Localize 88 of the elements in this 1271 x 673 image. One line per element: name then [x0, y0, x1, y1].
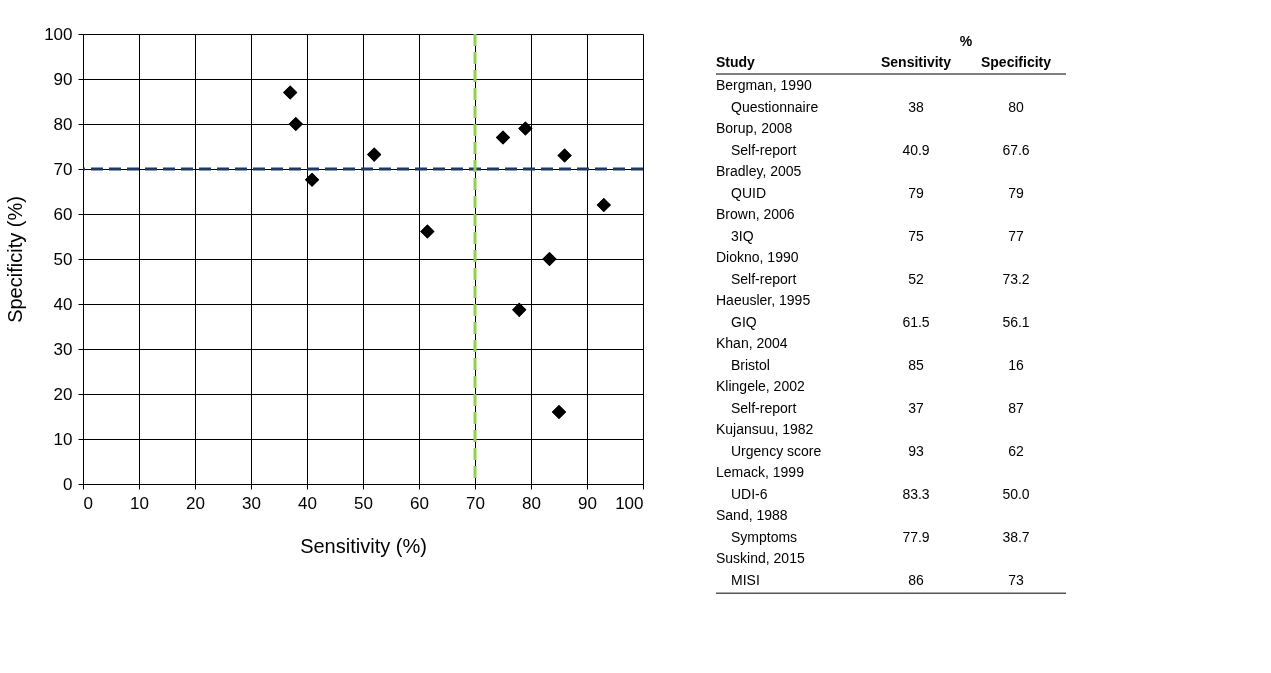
x-tick-label: 0 — [83, 493, 93, 513]
text: Self-report — [731, 270, 797, 287]
text: Lemack, 1999 — [716, 464, 805, 480]
text: % — [959, 33, 973, 49]
text: UDI-6 — [731, 485, 768, 502]
text: 38.7 — [1002, 528, 1030, 545]
text: Brown, 2006 — [716, 206, 795, 222]
text: Urgency score — [731, 442, 822, 459]
text: 16 — [1008, 356, 1024, 373]
y-tick-label: 100 — [44, 24, 73, 44]
x-tick-label: 60 — [410, 493, 429, 513]
text: Questionnaire — [731, 98, 819, 115]
point — [542, 251, 557, 267]
y-tick-label: 50 — [53, 249, 73, 269]
point — [495, 130, 511, 145]
x-axis-title: Sensitivity (%) — [300, 534, 427, 557]
point — [304, 172, 320, 187]
point — [551, 404, 567, 420]
text: Self-report — [731, 399, 797, 416]
text: 79 — [1008, 184, 1024, 201]
y-tick-label: 20 — [53, 384, 73, 404]
text: 61.5 — [902, 313, 930, 330]
text: 37 — [908, 399, 924, 416]
y-tick-label: 30 — [53, 339, 73, 359]
text: 80 — [1008, 98, 1024, 115]
text: Sand, 1988 — [716, 507, 788, 523]
text: Bradley, 2005 — [716, 163, 802, 179]
text: 77.9 — [902, 528, 930, 545]
x-tick-label: 70 — [466, 493, 485, 513]
x-tick-label: 100 — [615, 493, 644, 513]
y-tick-label: 80 — [53, 114, 73, 134]
x-tick-label: 30 — [242, 493, 261, 513]
text: 85 — [908, 356, 924, 373]
y-tick-label: 0 — [63, 474, 73, 494]
text: 73 — [1008, 571, 1024, 588]
text: Bristol — [731, 356, 770, 373]
text: 87 — [1008, 399, 1024, 416]
text: 93 — [908, 442, 924, 459]
text: QUID — [731, 184, 766, 201]
text: 52 — [908, 270, 924, 287]
text: Bergman, 1990 — [716, 77, 812, 93]
text: 75 — [908, 227, 924, 244]
y-tick-label: 40 — [53, 294, 73, 314]
point — [288, 116, 303, 132]
text: 50.0 — [1002, 485, 1030, 502]
text: Haeusler, 1995 — [716, 292, 811, 308]
point — [283, 85, 298, 100]
point — [557, 148, 572, 163]
y-tick-label: 60 — [53, 204, 73, 224]
text: Klingele, 2002 — [716, 378, 805, 394]
point — [596, 197, 611, 213]
text: 83.3 — [902, 485, 930, 502]
text: Diokno, 1990 — [716, 249, 799, 265]
text: 86 — [908, 571, 924, 588]
text: Study — [716, 54, 756, 70]
point — [518, 121, 533, 136]
text: Borup, 2008 — [716, 120, 793, 136]
text: Suskind, 2015 — [716, 550, 805, 566]
text: 40.9 — [902, 141, 930, 158]
text: 38 — [908, 98, 924, 115]
x-tick-label: 20 — [186, 493, 205, 513]
x-tick-label: 90 — [578, 493, 597, 513]
text: MISI — [731, 571, 760, 588]
text: 67.6 — [1002, 141, 1030, 158]
text: Kujansuu, 1982 — [716, 421, 814, 437]
point — [367, 147, 382, 162]
x-tick-label: 10 — [130, 493, 149, 513]
text: Symptoms — [731, 528, 798, 545]
y-tick-label: 70 — [53, 159, 73, 179]
y-tick-label: 10 — [53, 429, 73, 449]
text: 77 — [1008, 227, 1024, 244]
point — [512, 302, 527, 317]
x-tick-label: 80 — [522, 493, 541, 513]
x-tick-label: 40 — [298, 493, 317, 513]
point — [420, 224, 435, 239]
text: 3IQ — [731, 227, 754, 244]
text: 56.1 — [1002, 313, 1030, 330]
text: GIQ — [731, 313, 757, 330]
text: Specificity — [980, 54, 1052, 70]
text: Sensitivity — [880, 54, 952, 70]
text: 73.2 — [1002, 270, 1030, 287]
text: 79 — [908, 184, 924, 201]
text: Khan, 2004 — [716, 335, 788, 351]
y-axis-title: Specificity (%) — [4, 196, 27, 323]
text: 62 — [1008, 442, 1024, 459]
x-tick-label: 50 — [354, 493, 373, 513]
text: Self-report — [731, 141, 797, 158]
y-tick-label: 90 — [53, 69, 73, 89]
